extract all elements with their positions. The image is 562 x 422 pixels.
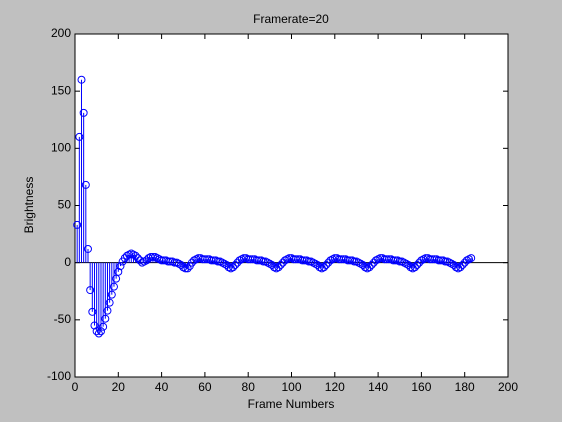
- stem-marker: [289, 255, 298, 264]
- x-tick-label: 0: [72, 380, 79, 394]
- x-tick-label: 200: [498, 380, 518, 394]
- stem-marker: [109, 282, 118, 291]
- stem-marker: [94, 329, 103, 338]
- stem-marker: [92, 327, 101, 336]
- stem-marker: [244, 255, 253, 264]
- stem-marker: [181, 264, 190, 273]
- stem-marker: [335, 255, 344, 264]
- y-tick-label: 100: [51, 141, 71, 155]
- stem-marker: [79, 108, 88, 117]
- stem-marker: [105, 298, 114, 307]
- stem-marker: [467, 254, 476, 263]
- stem-marker: [229, 263, 238, 272]
- stem-marker: [426, 255, 435, 264]
- chart-title: Framerate=20: [253, 12, 329, 26]
- stem-marker: [90, 321, 99, 330]
- stem-marker: [276, 260, 285, 269]
- x-tick-label: 60: [198, 380, 212, 394]
- stem-marker: [183, 264, 192, 273]
- x-tick-label: 140: [368, 380, 388, 394]
- x-tick-label: 100: [281, 380, 301, 394]
- stem-marker: [365, 263, 374, 272]
- y-tick-label: -50: [54, 312, 72, 326]
- stem-marker: [198, 255, 207, 264]
- stem-marker: [73, 220, 82, 229]
- stem-marker: [86, 286, 95, 295]
- y-tick-label: 200: [51, 26, 71, 40]
- stem-marker: [319, 263, 328, 272]
- stem-marker: [75, 132, 84, 141]
- x-tick-label: 160: [411, 380, 431, 394]
- stem-marker: [133, 254, 142, 263]
- x-tick-label: 40: [155, 380, 169, 394]
- y-tick-label: 150: [51, 83, 71, 97]
- x-tick-label: 20: [112, 380, 126, 394]
- y-axis-label: Brightness: [22, 177, 36, 234]
- stem-marker: [322, 260, 331, 269]
- stem-marker: [274, 263, 283, 272]
- stem-marker: [456, 263, 465, 272]
- stem-marker: [103, 306, 112, 315]
- x-tick-label: 120: [325, 380, 345, 394]
- y-tick-label: 50: [58, 198, 72, 212]
- stem-marker: [380, 255, 389, 264]
- stem-marker: [131, 251, 140, 260]
- x-axis-label: Frame Numbers: [248, 397, 335, 411]
- stem-marker: [410, 263, 419, 272]
- stem-marker: [107, 290, 116, 299]
- y-tick-label: -100: [47, 369, 71, 383]
- y-tick-label: 0: [64, 255, 71, 269]
- stem-marker: [458, 260, 467, 269]
- stem-marker: [114, 267, 123, 276]
- stem-marker: [88, 307, 97, 316]
- stem-marker: [99, 322, 108, 331]
- stem-marker: [101, 314, 110, 323]
- stem-marker: [81, 180, 90, 189]
- stem-marker: [83, 244, 92, 253]
- stem-marker: [116, 262, 125, 271]
- stem-marker: [77, 75, 86, 84]
- x-tick-label: 80: [242, 380, 256, 394]
- stem-marker: [231, 260, 240, 269]
- stem-marker: [135, 256, 144, 265]
- stem-marker: [367, 260, 376, 269]
- x-tick-label: 180: [455, 380, 475, 394]
- plot-area: [74, 33, 509, 378]
- stem-marker: [96, 327, 105, 336]
- stem-marker: [413, 260, 422, 269]
